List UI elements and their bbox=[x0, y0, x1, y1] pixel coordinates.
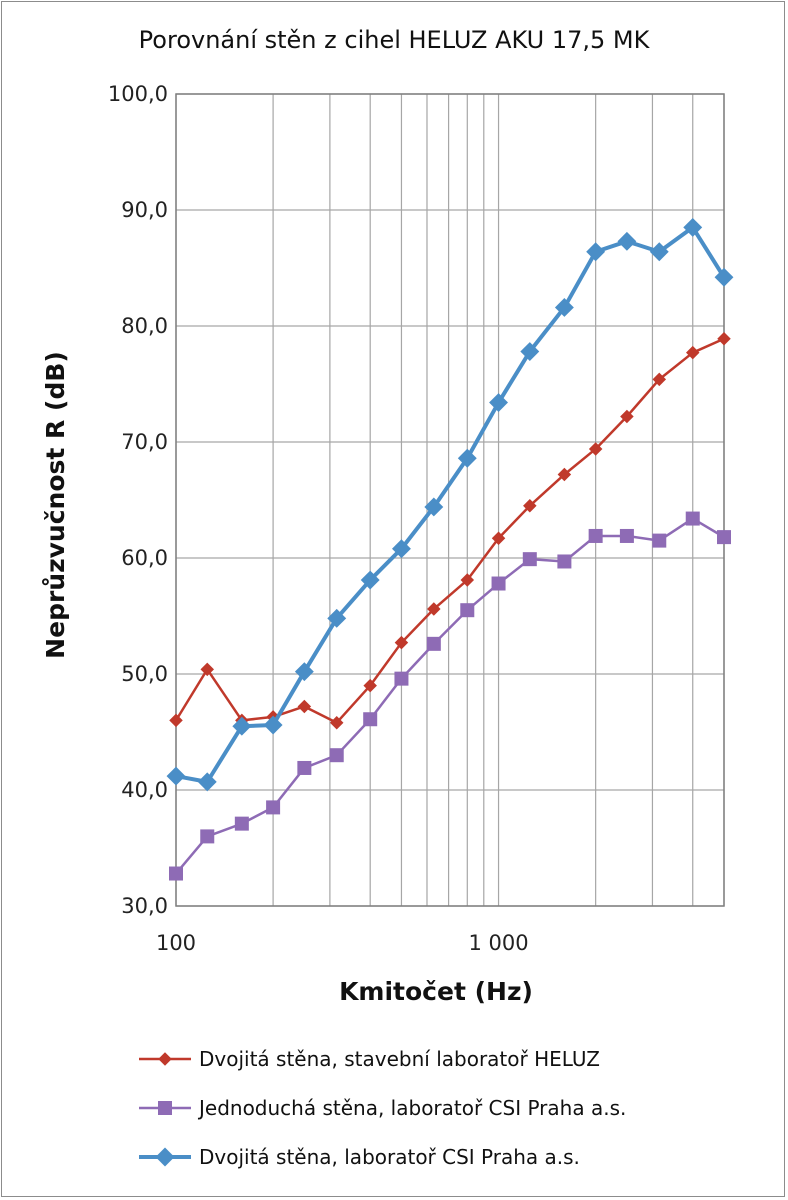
data-point bbox=[166, 766, 186, 786]
data-point bbox=[557, 554, 572, 569]
data-point bbox=[652, 372, 667, 387]
data-point bbox=[426, 636, 441, 651]
data-point bbox=[714, 267, 734, 287]
data-point bbox=[392, 539, 411, 559]
y-axis-label: Neprůzvučnost R (dB) bbox=[41, 351, 70, 659]
legend-marker bbox=[158, 1101, 172, 1115]
data-point bbox=[234, 816, 249, 831]
y-tick-label: 70,0 bbox=[121, 430, 168, 454]
data-point bbox=[588, 442, 603, 456]
data-point bbox=[169, 866, 183, 881]
data-point bbox=[363, 712, 378, 727]
y-tick-label: 80,0 bbox=[121, 314, 168, 338]
data-point bbox=[169, 713, 183, 728]
y-tick-label: 90,0 bbox=[121, 198, 168, 222]
grid-lines bbox=[175, 93, 725, 907]
x-tick-label: 1 000 bbox=[468, 931, 528, 955]
data-point bbox=[685, 511, 700, 526]
data-point bbox=[360, 570, 380, 590]
data-point bbox=[200, 662, 215, 677]
series-2 bbox=[169, 511, 731, 881]
y-tick-label: 100,0 bbox=[108, 82, 168, 106]
y-tick-label: 50,0 bbox=[121, 662, 168, 686]
x-axis-ticks: 100 1 000 bbox=[156, 931, 529, 955]
data-point bbox=[617, 231, 637, 251]
data-point bbox=[460, 603, 475, 618]
data-point bbox=[263, 715, 283, 735]
data-point bbox=[588, 528, 603, 543]
legend-item: Jednoduchá stěna, laboratoř CSI Praha a.… bbox=[139, 1096, 626, 1120]
y-tick-label: 40,0 bbox=[121, 778, 168, 802]
series-group bbox=[166, 217, 734, 881]
legend-item: Dvojitá stěna, laboratoř CSI Praha a.s. bbox=[139, 1145, 580, 1169]
series-3 bbox=[166, 217, 734, 792]
data-point bbox=[523, 499, 537, 513]
series-line bbox=[175, 225, 726, 784]
data-point bbox=[717, 530, 731, 545]
data-point bbox=[491, 576, 506, 591]
series-line bbox=[175, 517, 725, 875]
data-point bbox=[557, 467, 572, 482]
y-tick-label: 60,0 bbox=[121, 546, 168, 570]
data-point bbox=[424, 497, 444, 517]
data-point bbox=[363, 678, 377, 693]
series-1 bbox=[169, 332, 731, 730]
data-point bbox=[652, 533, 667, 548]
data-point bbox=[619, 528, 634, 543]
data-point bbox=[489, 393, 508, 413]
data-point bbox=[266, 800, 281, 815]
data-point bbox=[327, 608, 347, 628]
data-point bbox=[297, 699, 312, 714]
data-point bbox=[685, 345, 700, 360]
data-point bbox=[394, 671, 409, 686]
data-point bbox=[620, 409, 634, 424]
data-point bbox=[329, 748, 344, 763]
data-point bbox=[329, 715, 344, 730]
y-axis-ticks: 30,0 40,0 50,0 60,0 70,0 80,0 90,0 100,0 bbox=[108, 82, 168, 918]
y-tick-label: 30,0 bbox=[121, 894, 168, 918]
plot-border bbox=[175, 93, 725, 907]
data-point bbox=[297, 760, 312, 775]
data-point bbox=[554, 297, 574, 317]
legend-item: Dvojitá stěna, stavební laboratoř HELUZ bbox=[139, 1047, 600, 1071]
data-point bbox=[460, 573, 475, 587]
data-point bbox=[717, 332, 731, 346]
x-axis-label: Kmitočet (Hz) bbox=[339, 977, 533, 1006]
data-point bbox=[232, 716, 252, 736]
data-point bbox=[522, 552, 537, 567]
data-point bbox=[586, 242, 606, 262]
data-point bbox=[491, 531, 506, 546]
legend-label: Jednoduchá stěna, laboratoř CSI Praha a.… bbox=[197, 1096, 626, 1120]
legend: Dvojitá stěna, stavební laboratoř HELUZ J… bbox=[139, 1047, 626, 1169]
data-point bbox=[197, 772, 217, 792]
data-point bbox=[683, 217, 703, 237]
data-point bbox=[520, 342, 540, 361]
legend-marker bbox=[155, 1147, 175, 1167]
legend-label: Dvojitá stěna, laboratoř CSI Praha a.s. bbox=[199, 1145, 580, 1169]
data-point bbox=[200, 829, 215, 844]
data-point bbox=[649, 242, 669, 262]
chart-title: Porovnání stěn z cihel HELUZ AKU 17,5 MK bbox=[138, 26, 650, 54]
data-point bbox=[427, 602, 441, 616]
x-tick-label: 100 bbox=[156, 931, 196, 955]
legend-label: Dvojitá stěna, stavební laboratoř HELUZ bbox=[199, 1047, 600, 1071]
data-point bbox=[457, 448, 477, 468]
legend-marker bbox=[158, 1052, 172, 1066]
data-point bbox=[294, 662, 314, 682]
data-point bbox=[394, 635, 409, 650]
series-line bbox=[174, 337, 725, 724]
